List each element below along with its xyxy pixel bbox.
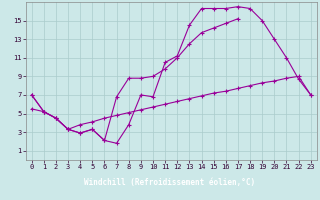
Text: Windchill (Refroidissement éolien,°C): Windchill (Refroidissement éolien,°C)	[84, 178, 255, 186]
